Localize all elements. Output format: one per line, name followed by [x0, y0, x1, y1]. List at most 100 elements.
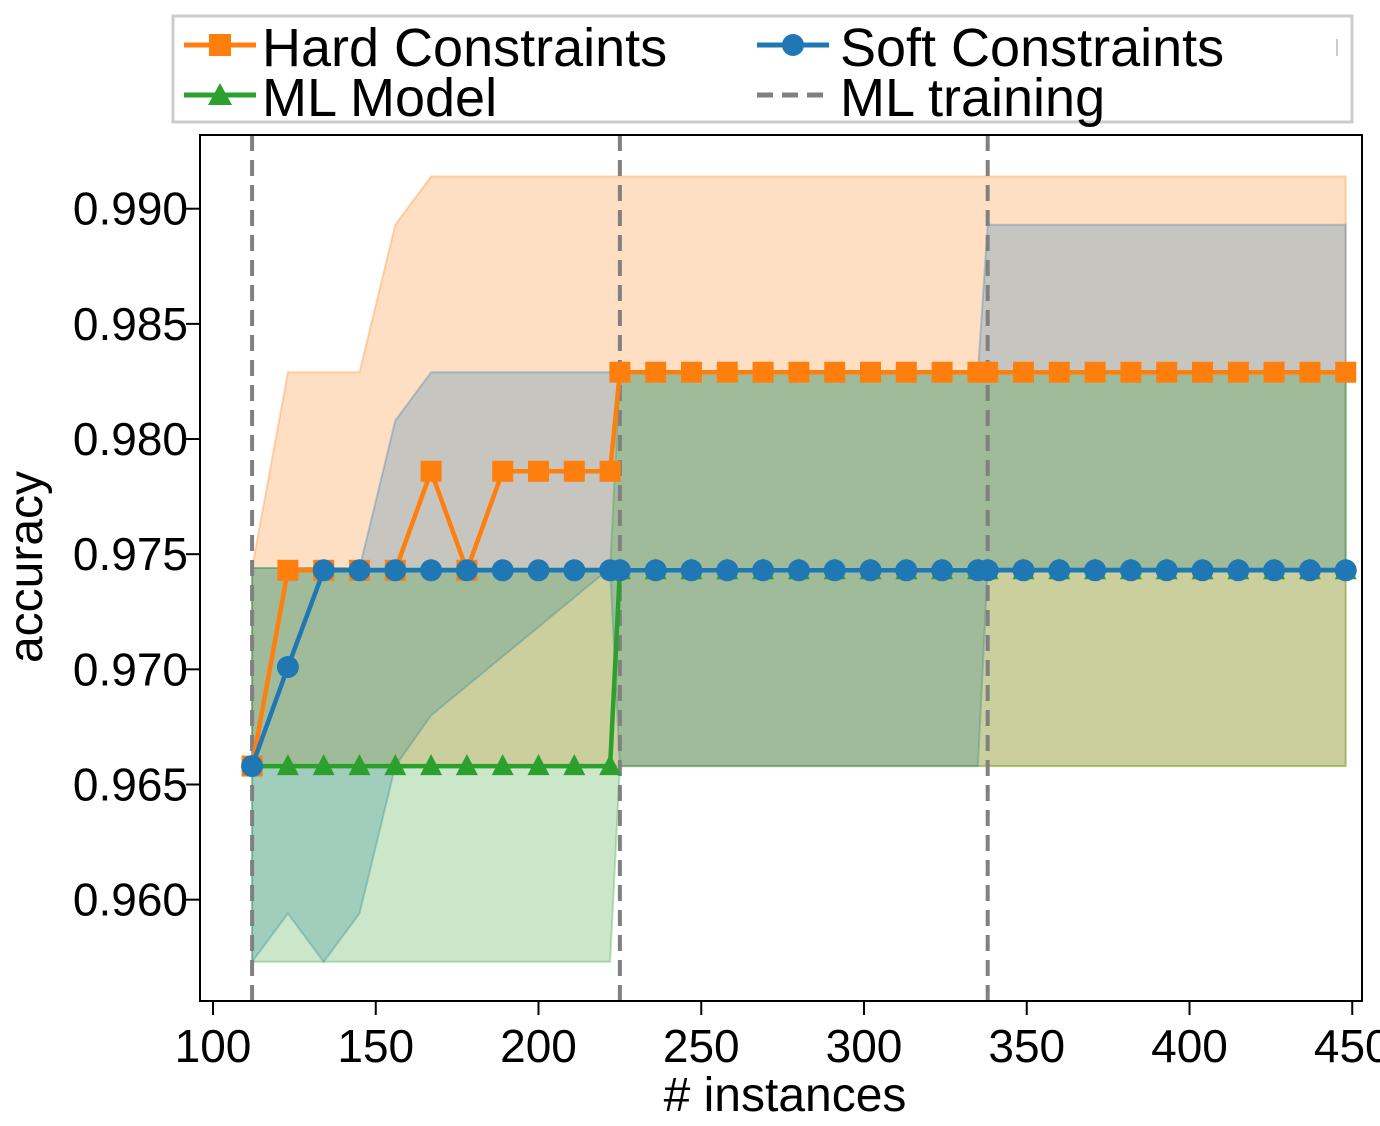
point-soft-constraints-3	[348, 559, 371, 582]
point-soft-constraints-28	[1191, 559, 1214, 582]
legend-ml-label: ML Model	[262, 68, 497, 128]
y-tick-label-1: 0.965	[73, 759, 188, 811]
y-tick-label-3: 0.975	[73, 528, 188, 580]
point-ml-model-1	[276, 754, 299, 776]
point-hard-constraints-16	[788, 361, 810, 383]
legend-entry-soft-constraints: Soft Constraints	[757, 18, 1224, 78]
y-tick-label-2: 0.970	[73, 643, 188, 695]
point-hard-constraints-15	[752, 361, 774, 383]
point-ml-model-8	[527, 754, 550, 776]
point-ml-model-7	[491, 754, 514, 776]
legend-soft-marker	[782, 34, 804, 56]
point-ml-model-2	[312, 754, 335, 776]
x-tick-label-250: 250	[663, 1020, 740, 1072]
y-axis-title: accuracy	[0, 471, 53, 663]
point-soft-constraints-22	[976, 559, 999, 582]
point-hard-constraints-22	[977, 361, 999, 383]
point-hard-constraints-26	[1120, 361, 1142, 383]
legend-soft-label: Soft Constraints	[840, 18, 1224, 78]
legend-training-label: ML training	[840, 68, 1105, 128]
y-tick-label-0: 0.960	[73, 874, 188, 926]
x-tick-label-450: 450	[1314, 1020, 1380, 1072]
point-soft-constraints-8	[527, 559, 550, 582]
point-soft-constraints-29	[1227, 559, 1250, 582]
x-tick-label-200: 200	[500, 1020, 577, 1072]
legend: Hard Constraints Soft Constraints ML Mod…	[171, 14, 1354, 128]
legend-frame	[171, 14, 1354, 124]
point-soft-constraints-25	[1084, 559, 1107, 582]
point-hard-constraints-23	[1012, 361, 1034, 383]
point-soft-constraints-30	[1263, 559, 1286, 582]
band-ml-model	[251, 371, 1347, 963]
confidence-bands	[251, 175, 1347, 965]
point-hard-constraints-28	[1192, 361, 1214, 383]
point-soft-constraints-23	[1012, 559, 1035, 582]
point-hard-constraints-31	[1299, 361, 1321, 383]
plot-frame	[199, 134, 1363, 1002]
point-soft-constraints-4	[384, 559, 407, 582]
point-hard-constraints-18	[860, 361, 882, 383]
x-axis: 100 150 200 250 300 350 400 450	[175, 1001, 1380, 1072]
point-soft-constraints-12	[644, 559, 667, 582]
point-soft-constraints-24	[1048, 559, 1071, 582]
y-tick-label-4: 0.980	[73, 413, 188, 465]
point-soft-constraints-1	[276, 656, 299, 679]
y-axis: 0.960 0.965 0.970 0.975 0.980 0.985 0.990	[73, 183, 200, 926]
data-series	[241, 361, 1357, 778]
legend-entry-ml-model: ML Model	[184, 68, 497, 128]
point-hard-constraints-11	[609, 361, 631, 383]
point-hard-constraints-10	[599, 460, 621, 482]
point-soft-constraints-14	[716, 559, 739, 582]
point-soft-constraints-7	[491, 559, 514, 582]
x-tick-label-300: 300	[826, 1020, 903, 1072]
point-hard-constraints-12	[645, 361, 667, 383]
point-soft-constraints-27	[1155, 559, 1178, 582]
point-soft-constraints-9	[563, 559, 586, 582]
point-ml-model-4	[384, 754, 407, 776]
point-hard-constraints-20	[931, 361, 953, 383]
legend-ml-marker	[208, 83, 232, 105]
point-hard-constraints-27	[1156, 361, 1178, 383]
point-hard-constraints-24	[1048, 361, 1070, 383]
point-hard-constraints-8	[528, 460, 550, 482]
point-soft-constraints-11	[608, 559, 631, 582]
point-hard-constraints-32	[1335, 361, 1357, 383]
point-hard-constraints-30	[1263, 361, 1285, 383]
legend-hard-marker	[209, 34, 231, 56]
point-hard-constraints-9	[563, 460, 585, 482]
point-soft-constraints-5	[420, 559, 443, 582]
legend-entry-hard-constraints: Hard Constraints	[184, 18, 667, 78]
y-tick-label-6: 0.990	[73, 183, 188, 235]
point-hard-constraints-13	[680, 361, 702, 383]
point-soft-constraints-20	[931, 559, 954, 582]
point-soft-constraints-17	[823, 559, 846, 582]
point-soft-constraints-16	[787, 559, 810, 582]
x-tick-label-150: 150	[337, 1020, 414, 1072]
point-hard-constraints-7	[492, 460, 514, 482]
x-tick-label-350: 350	[988, 1020, 1065, 1072]
point-soft-constraints-32	[1334, 559, 1357, 582]
legend-entry-ml-training: ML training	[757, 68, 1105, 128]
point-soft-constraints-19	[895, 559, 918, 582]
x-axis-title: # instances	[664, 1069, 907, 1122]
x-tick-label-400: 400	[1151, 1020, 1228, 1072]
series-soft-constraints	[241, 559, 1357, 778]
point-ml-model-3	[348, 754, 371, 776]
point-soft-constraints-26	[1119, 559, 1142, 582]
point-ml-model-9	[563, 754, 586, 776]
point-ml-model-5	[420, 754, 443, 776]
point-hard-constraints-1	[277, 559, 299, 581]
point-soft-constraints-2	[312, 559, 335, 582]
point-soft-constraints-0	[241, 755, 264, 778]
y-tick-label-5: 0.985	[73, 298, 188, 350]
point-soft-constraints-13	[680, 559, 703, 582]
point-soft-constraints-6	[455, 559, 478, 582]
point-hard-constraints-25	[1084, 361, 1106, 383]
x-tick-label-100: 100	[175, 1020, 252, 1072]
point-ml-model-10	[599, 754, 622, 776]
point-ml-model-6	[455, 754, 478, 776]
point-hard-constraints-29	[1227, 361, 1249, 383]
point-soft-constraints-31	[1298, 559, 1321, 582]
point-hard-constraints-14	[716, 361, 738, 383]
